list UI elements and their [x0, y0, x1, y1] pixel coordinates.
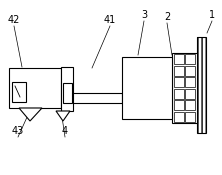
- Bar: [9, 68, 61, 108]
- Bar: [185, 66, 196, 76]
- Bar: [174, 89, 184, 99]
- Bar: [174, 100, 184, 110]
- Polygon shape: [19, 108, 42, 121]
- Bar: [122, 57, 172, 119]
- Bar: [61, 67, 73, 111]
- Bar: [172, 53, 197, 123]
- Bar: [63, 83, 72, 103]
- Text: 2: 2: [164, 12, 170, 22]
- Text: 42: 42: [8, 15, 20, 25]
- Text: 4: 4: [62, 126, 68, 136]
- Bar: [185, 112, 196, 121]
- Bar: [197, 37, 206, 133]
- Polygon shape: [56, 111, 70, 121]
- Text: 3: 3: [141, 10, 147, 20]
- Bar: [62, 93, 122, 103]
- Bar: [174, 112, 184, 121]
- Bar: [174, 66, 184, 76]
- Bar: [185, 89, 196, 99]
- Bar: [197, 37, 206, 133]
- Bar: [185, 100, 196, 110]
- Bar: [185, 77, 196, 87]
- Bar: [12, 82, 26, 102]
- Text: 43: 43: [12, 126, 24, 136]
- Bar: [174, 54, 184, 64]
- Text: 1: 1: [209, 10, 215, 20]
- Bar: [174, 77, 184, 87]
- Bar: [185, 54, 196, 64]
- Text: 41: 41: [104, 15, 116, 25]
